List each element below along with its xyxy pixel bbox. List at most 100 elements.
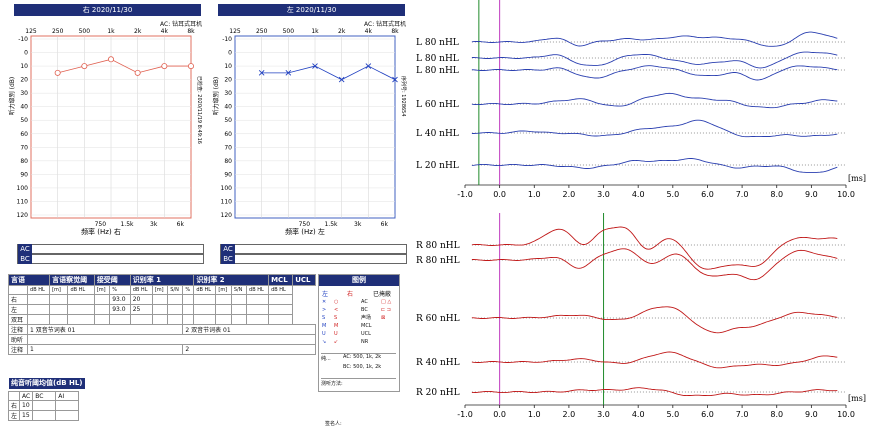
threshold-marker	[285, 70, 292, 76]
sub-8: %	[182, 285, 195, 295]
db-tick-label: 30	[20, 90, 28, 97]
threshold-marker	[81, 63, 88, 70]
waveform-trace	[471, 306, 838, 334]
waveform-trace	[471, 158, 838, 173]
time-tick-label: 0.0	[493, 190, 506, 199]
table-row: 注释 1 双音节词表 01 2 双音节词表 01	[7, 324, 316, 335]
legend-item-sf: 声场	[361, 315, 372, 321]
threshold-marker	[312, 63, 318, 69]
time-tick-label: 3.0	[597, 410, 610, 419]
speech-col-wrs2: 识别率 2	[193, 274, 270, 286]
pta-left-ac: 15	[19, 410, 34, 421]
left-rec-db: 25	[129, 304, 153, 315]
time-tick-label: 2.0	[563, 190, 576, 199]
legend-title: 图例	[319, 275, 399, 286]
time-tick-label: 5.0	[666, 190, 679, 199]
waveform-trace	[471, 226, 838, 270]
db-tick-label: 60	[224, 131, 232, 138]
sub-11: S/N	[230, 285, 248, 295]
trace-label: R 60 nHL	[416, 314, 460, 324]
freq-top-label: 1k	[107, 28, 115, 35]
freq-bottom-label: 1.5k	[324, 221, 338, 228]
row-label-right: 右	[7, 294, 29, 305]
pta-right-ac: 10	[19, 400, 34, 411]
speech-audiometry-table: 言语 言语察觉阈 接受阈 识别率 1 识别率 2 MCL UCL dB HL […	[7, 274, 316, 355]
sub-13: dB HL	[268, 285, 294, 295]
db-tick-label: 40	[224, 104, 232, 111]
speech-col-srt: 接受阈	[93, 274, 131, 286]
trace-label: L 80 nHL	[416, 66, 459, 76]
table-row: 左 15	[7, 410, 80, 421]
threshold-marker	[187, 63, 194, 70]
trace-label: R 20 nHL	[416, 388, 460, 398]
freq-bottom-label: 750	[299, 221, 311, 228]
sub-2: dB HL	[67, 285, 95, 295]
db-tick-label: 100	[221, 185, 233, 192]
time-unit-label: [ms]	[848, 174, 866, 183]
pta-col-ac: AC	[19, 391, 34, 401]
freq-bottom-label: 6k	[177, 221, 185, 228]
y-axis-label: 听力级别 (dB)	[8, 77, 16, 116]
pta-row-right: 右	[7, 400, 21, 411]
db-tick-label: 50	[20, 117, 28, 124]
freq-top-label: 250	[256, 28, 268, 35]
threshold-marker	[258, 70, 265, 76]
time-tick-label: -1.0	[457, 190, 473, 199]
time-tick-label: 6.0	[701, 410, 714, 419]
db-tick-label: 120	[221, 212, 233, 219]
time-tick-label: 4.0	[632, 410, 645, 419]
db-tick-label: 60	[20, 131, 28, 138]
speech-col-wrs1: 识别率 1	[129, 274, 195, 286]
trace-label: R 80 nHL	[416, 241, 460, 251]
waveform-trace	[471, 51, 838, 69]
speech-col-mcl: MCL	[268, 274, 294, 286]
pta-title: 纯音听阈均值(dB HL)	[9, 378, 85, 389]
time-tick-label: 0.0	[493, 410, 506, 419]
trace-label: R 80 nHL	[416, 256, 460, 266]
speech-col-ucl: UCL	[292, 274, 316, 286]
time-tick-label: 1.0	[528, 410, 541, 419]
db-tick-label: 100	[17, 185, 29, 192]
db-tick-label: 80	[20, 158, 28, 165]
legend-method: 测听方法:	[321, 378, 396, 387]
sub-3: [m]	[93, 285, 111, 295]
threshold-line	[261, 65, 396, 81]
legend-symbols-right: ○ < S M U ↙	[334, 299, 339, 345]
db-tick-label: 120	[17, 212, 29, 219]
x-axis-label: 频率 (Hz) 左	[285, 227, 325, 236]
right-ac-row: AC	[17, 244, 204, 254]
abr-right-waveform-chart: -1.0 0.0 1.0 2.0 3.0 4.0 5.0 6.0 7.0 8.0 9.0 10.0 [m…	[416, 213, 866, 419]
waveform-trace	[471, 387, 838, 397]
note-3: 1	[27, 344, 184, 355]
note-label: 注释	[7, 324, 29, 335]
trace-label: R 40 nHL	[416, 358, 460, 368]
left-audiogram-type: AC: 钻耳式耳机	[364, 21, 407, 28]
left-ac-row: AC	[220, 244, 407, 254]
time-tick-label: 4.0	[632, 190, 645, 199]
waveform-trace	[471, 65, 838, 81]
legend-col-right: 右	[347, 291, 354, 298]
freq-bottom-label: 3k	[150, 221, 158, 228]
left-audiogram-header: 左 2020/11/30	[218, 4, 405, 16]
signature-label: 签名人:	[325, 421, 342, 427]
time-tick-label: 7.0	[736, 190, 749, 199]
pta-row-left: 左	[7, 410, 21, 421]
db-tick-label: -10	[222, 36, 232, 43]
left-bc-row: BC	[220, 254, 407, 264]
time-tick-label: 3.0	[597, 190, 610, 199]
freq-top-label: 4k	[161, 28, 169, 35]
db-tick-label: -10	[18, 36, 28, 43]
legend-bc-freqs: BC: 500, 1k, 2k	[343, 364, 382, 370]
pta-table: AC BC AI 右 10 左 15	[7, 391, 80, 421]
table-row: 右 93.0 20	[7, 294, 316, 305]
db-tick-label: 20	[20, 77, 28, 84]
time-tick-label: 8.0	[770, 190, 783, 199]
db-tick-label: 0	[228, 50, 232, 57]
pta-col-ai: AI	[55, 391, 80, 401]
time-tick-label: 9.0	[805, 190, 818, 199]
trace-label: L 20 nHL	[416, 161, 459, 171]
legend-col-masked: 已掩蔽	[373, 291, 392, 298]
freq-top-label: 500	[283, 28, 295, 35]
legend-item-bc: BC	[361, 307, 368, 313]
left-bc-label: BC	[221, 254, 235, 264]
